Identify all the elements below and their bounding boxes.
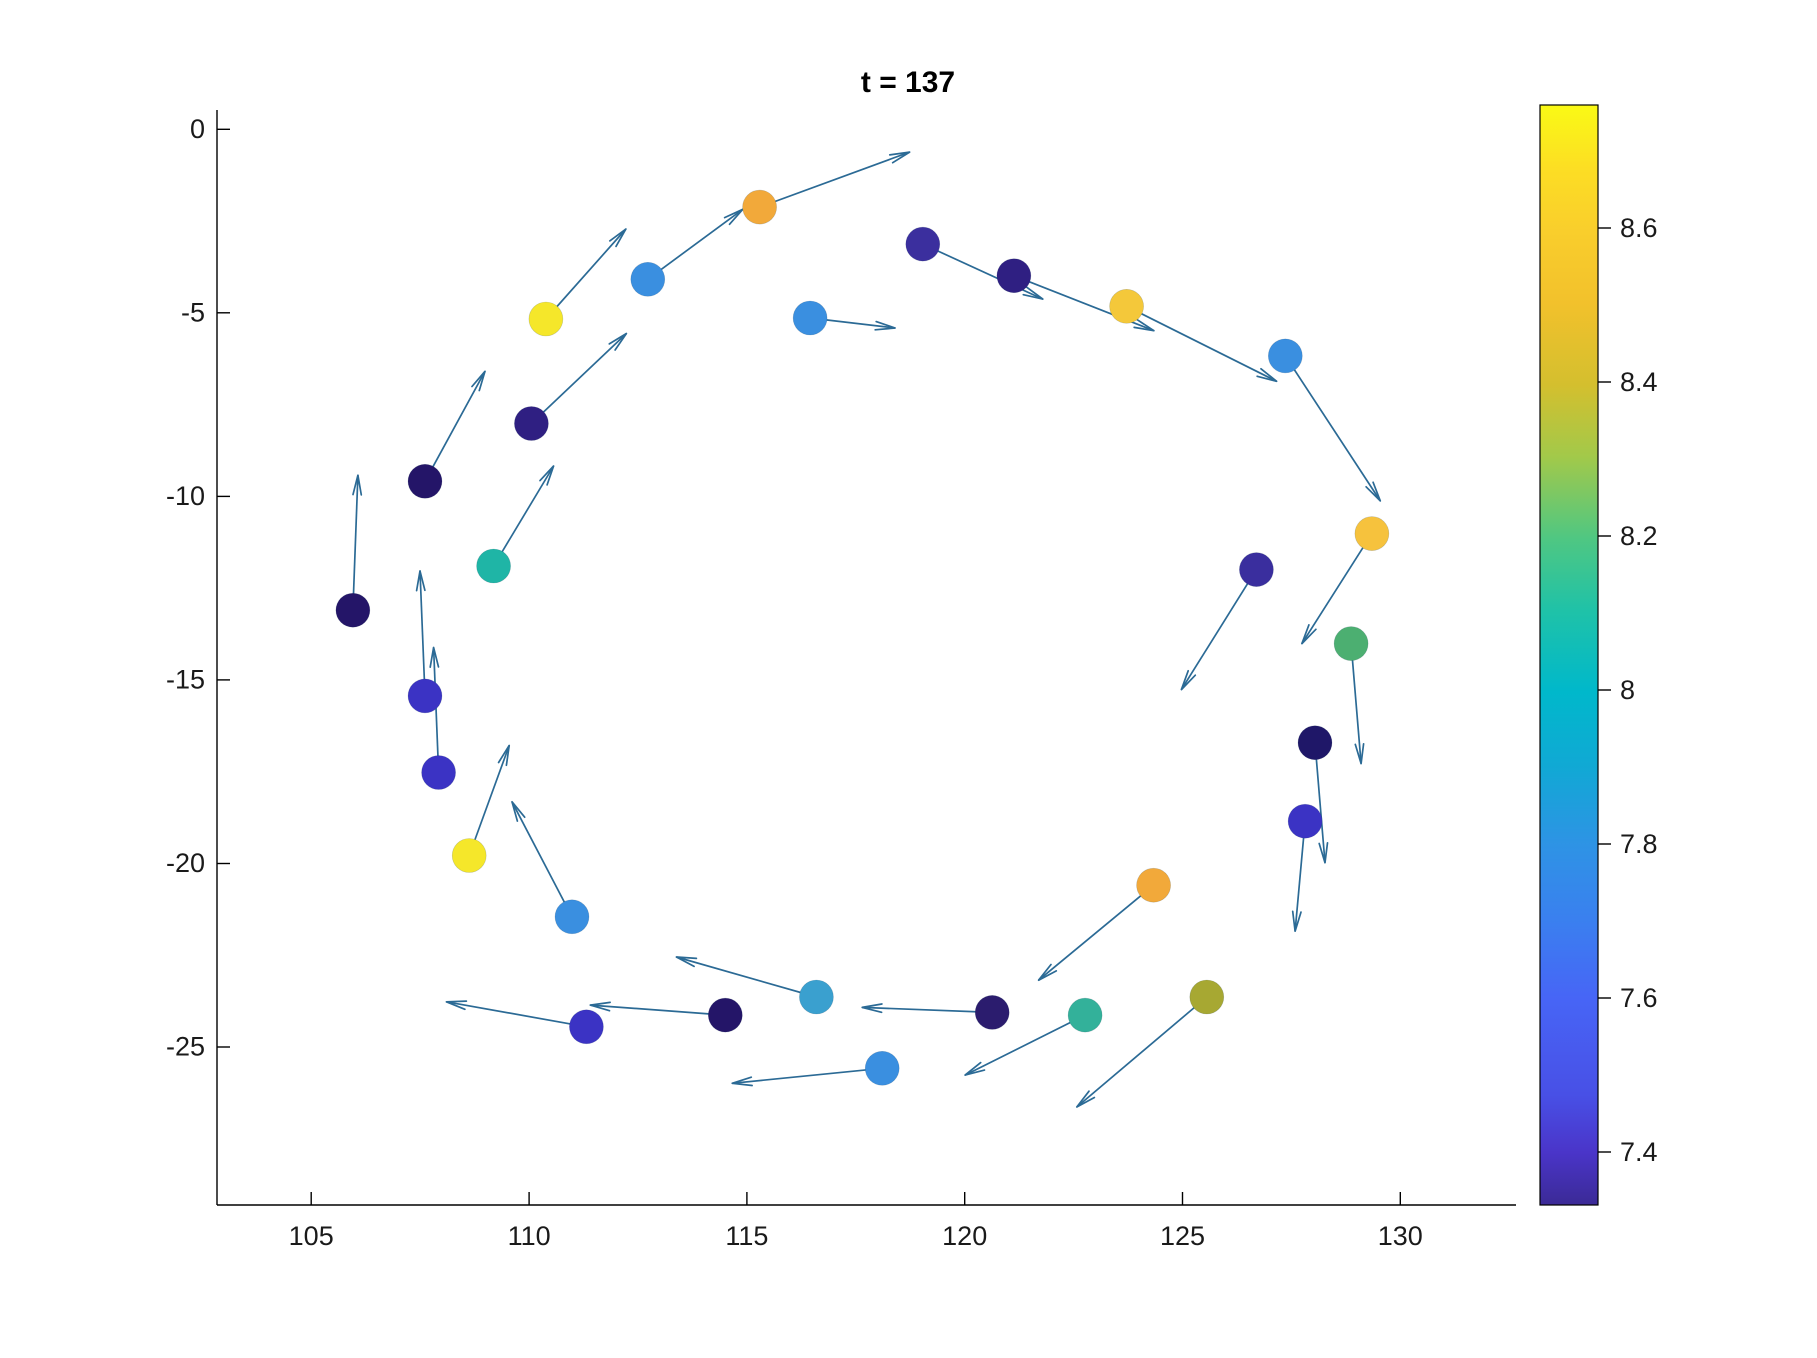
svg-text:120: 120 [942,1221,987,1251]
svg-text:-15: -15 [166,665,205,695]
svg-text:8.6: 8.6 [1620,213,1658,243]
svg-text:125: 125 [1160,1221,1205,1251]
svg-text:130: 130 [1378,1221,1423,1251]
svg-text:7.4: 7.4 [1620,1137,1658,1167]
svg-text:8.4: 8.4 [1620,367,1658,397]
svg-text:7.6: 7.6 [1620,983,1658,1013]
svg-text:8: 8 [1620,675,1635,705]
svg-text:-10: -10 [166,481,205,511]
svg-text:0: 0 [190,114,205,144]
svg-text:7.8: 7.8 [1620,829,1658,859]
svg-text:-20: -20 [166,848,205,878]
svg-text:105: 105 [289,1221,334,1251]
svg-text:8.2: 8.2 [1620,521,1658,551]
svg-text:t = 137: t = 137 [861,66,955,99]
svg-text:115: 115 [725,1221,768,1251]
svg-text:-25: -25 [166,1032,205,1062]
svg-text:-5: -5 [181,298,205,328]
svg-text:110: 110 [508,1221,551,1251]
